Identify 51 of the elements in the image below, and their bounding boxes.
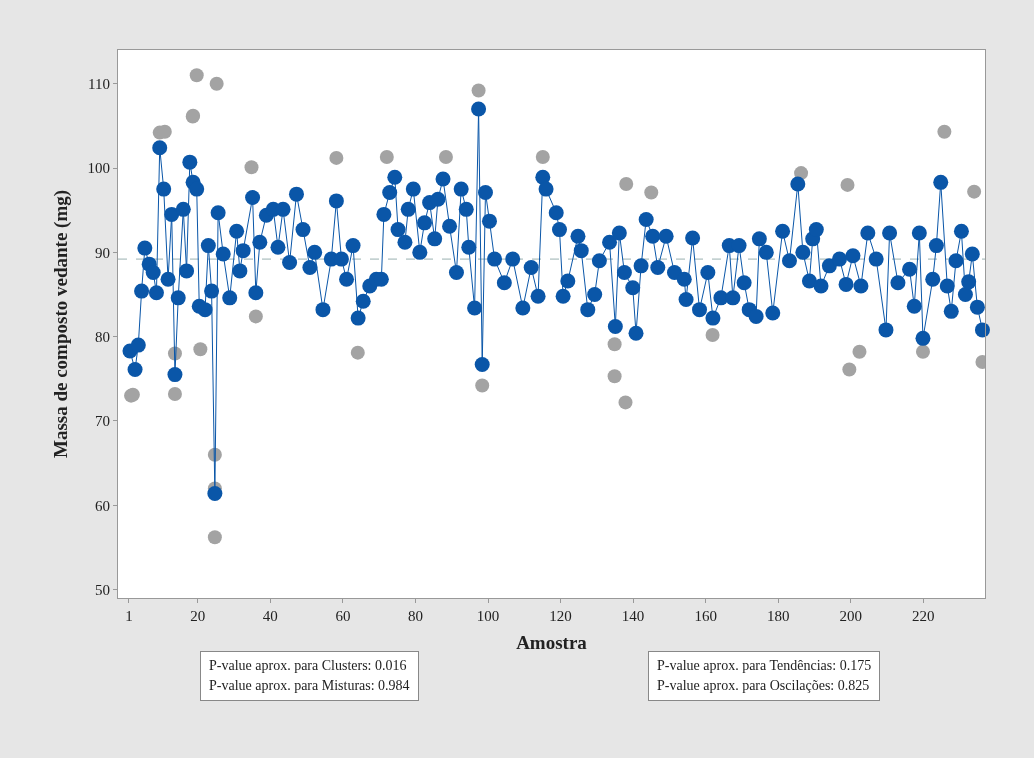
point	[967, 184, 982, 199]
x-tick-label: 20	[190, 608, 206, 624]
x-tick-label: 200	[839, 608, 863, 624]
point	[207, 530, 222, 545]
y-tick-label: 50	[95, 581, 110, 598]
point	[607, 369, 622, 384]
point	[209, 76, 224, 91]
y-tick-label: 100	[87, 160, 110, 177]
point	[189, 68, 204, 83]
point	[248, 309, 263, 324]
text: P-value aprox. para Oscilações: 0.825	[657, 677, 871, 695]
point	[350, 345, 365, 360]
x-tick-label: 80	[407, 608, 423, 624]
point	[379, 150, 394, 165]
point	[852, 344, 867, 359]
x-tick-label: 220	[912, 608, 935, 624]
point	[329, 150, 344, 165]
y-axis-title: Massa de composto vedante (mg)	[50, 189, 73, 459]
point	[842, 362, 857, 377]
point	[471, 83, 486, 98]
point	[244, 160, 259, 175]
point	[644, 185, 659, 200]
point	[840, 177, 855, 192]
x-tick-label: 60	[335, 608, 351, 624]
x-tick-label: 180	[766, 608, 790, 624]
point	[618, 395, 633, 410]
y-tick-label: 80	[95, 328, 110, 345]
point	[167, 386, 182, 401]
point	[607, 337, 622, 352]
point	[475, 378, 490, 393]
point	[535, 150, 550, 165]
point	[705, 327, 720, 342]
point	[915, 344, 930, 359]
x-tick-label: 1	[125, 608, 133, 624]
x-axis-title: Amostra	[516, 631, 588, 653]
text: P-value aprox. para Misturas: 0.984	[209, 677, 410, 695]
x-tick-label: 160	[694, 608, 717, 624]
point	[438, 150, 453, 165]
point	[937, 124, 952, 139]
y-tick-label: 110	[88, 75, 110, 92]
text: P-value aprox. para Tendências: 0.175	[657, 657, 872, 675]
y-tick-label: 70	[95, 413, 110, 430]
x-tick-label: 40	[262, 608, 278, 624]
x-tick-label: 100	[476, 608, 500, 624]
point	[619, 177, 634, 192]
y-tick-label: 60	[95, 497, 110, 514]
y-tick-label: 90	[95, 244, 110, 261]
text: P-value aprox. para Clusters: 0.016	[209, 657, 408, 675]
x-tick-label: 140	[621, 608, 645, 624]
point	[193, 342, 208, 357]
x-tick-label: 120	[549, 608, 572, 624]
